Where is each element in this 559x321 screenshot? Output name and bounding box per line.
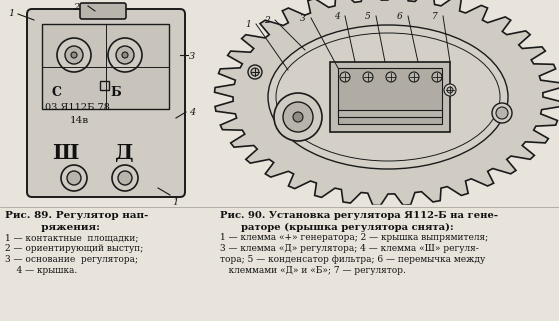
Circle shape bbox=[118, 171, 132, 185]
Circle shape bbox=[67, 171, 81, 185]
Text: Ш: Ш bbox=[52, 143, 78, 163]
Circle shape bbox=[274, 93, 322, 141]
Text: тора; 5 — конденсатор фильтра; 6 — перемычка между: тора; 5 — конденсатор фильтра; 6 — перем… bbox=[220, 255, 485, 264]
Bar bbox=[330, 62, 450, 132]
Bar bbox=[42, 24, 169, 109]
Circle shape bbox=[432, 72, 442, 82]
Text: клеммами «Д» и «Б»; 7 — регулятор.: клеммами «Д» и «Б»; 7 — регулятор. bbox=[220, 266, 406, 275]
Circle shape bbox=[108, 38, 142, 72]
Circle shape bbox=[496, 107, 508, 119]
Circle shape bbox=[340, 72, 350, 82]
Text: 1: 1 bbox=[172, 198, 178, 207]
Text: 1 — клемма «+» генератора; 2 — крышка выпрямителя;: 1 — клемма «+» генератора; 2 — крышка вы… bbox=[220, 233, 488, 242]
Text: 3: 3 bbox=[300, 14, 306, 23]
Circle shape bbox=[71, 52, 77, 58]
Text: 1: 1 bbox=[245, 20, 251, 29]
Text: 3: 3 bbox=[189, 52, 195, 61]
Text: 4 — крышка.: 4 — крышка. bbox=[5, 266, 77, 275]
Polygon shape bbox=[215, 0, 559, 205]
FancyBboxPatch shape bbox=[80, 3, 126, 19]
Text: 4: 4 bbox=[189, 108, 195, 117]
Circle shape bbox=[122, 52, 128, 58]
Text: Рис. 90. Установка регулятора Я112-Б на гене-
      раторе (крышка регулятора сн: Рис. 90. Установка регулятора Я112-Б на … bbox=[220, 211, 498, 232]
Circle shape bbox=[57, 38, 91, 72]
Circle shape bbox=[363, 72, 373, 82]
Circle shape bbox=[248, 65, 262, 79]
Text: 2 — ориентирующий выступ;: 2 — ориентирующий выступ; bbox=[5, 244, 143, 253]
Text: 14в: 14в bbox=[70, 116, 89, 125]
Text: 2: 2 bbox=[73, 3, 79, 12]
Text: 5: 5 bbox=[365, 12, 371, 21]
Ellipse shape bbox=[268, 25, 508, 169]
Text: 4: 4 bbox=[334, 12, 340, 21]
Circle shape bbox=[61, 165, 87, 191]
Circle shape bbox=[116, 46, 134, 64]
Circle shape bbox=[293, 112, 303, 122]
Text: 03 Я112Б 78: 03 Я112Б 78 bbox=[45, 103, 110, 112]
Text: 2: 2 bbox=[264, 16, 270, 25]
Circle shape bbox=[492, 103, 512, 123]
Circle shape bbox=[409, 72, 419, 82]
Circle shape bbox=[283, 102, 313, 132]
Circle shape bbox=[65, 46, 83, 64]
Text: 1: 1 bbox=[8, 9, 14, 18]
Bar bbox=[338, 68, 442, 124]
Text: 3 — клемма «Д» регулятора; 4 — клемма «Ш» регуля-: 3 — клемма «Д» регулятора; 4 — клемма «Ш… bbox=[220, 244, 479, 253]
Text: Рис. 89. Регулятор нап-
          ряжения:: Рис. 89. Регулятор нап- ряжения: bbox=[5, 211, 148, 232]
Text: 1 — контактные  площадки;: 1 — контактные площадки; bbox=[5, 233, 139, 242]
Text: 6: 6 bbox=[397, 12, 403, 21]
Text: Д: Д bbox=[115, 143, 134, 163]
Circle shape bbox=[447, 87, 453, 93]
Circle shape bbox=[386, 72, 396, 82]
Circle shape bbox=[251, 68, 259, 76]
Bar bbox=[338, 110, 442, 117]
Text: С: С bbox=[51, 86, 61, 99]
Text: 7: 7 bbox=[432, 12, 438, 21]
Circle shape bbox=[444, 84, 456, 96]
Text: 3 — основание  регулятора;: 3 — основание регулятора; bbox=[5, 255, 138, 264]
Circle shape bbox=[112, 165, 138, 191]
Bar bbox=[100, 81, 109, 90]
FancyBboxPatch shape bbox=[27, 9, 185, 197]
Text: Б: Б bbox=[110, 86, 121, 99]
